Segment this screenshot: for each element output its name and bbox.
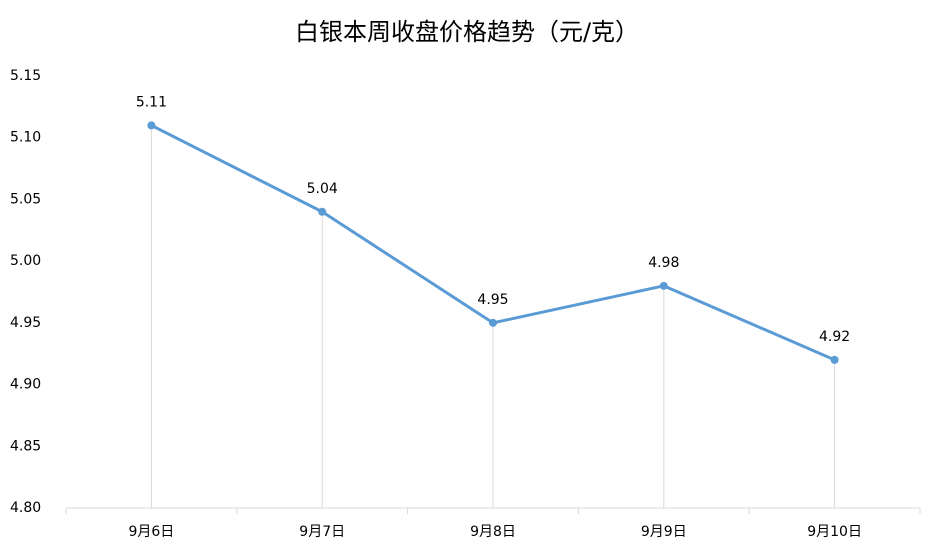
y-tick-label: 4.85 bbox=[10, 438, 41, 454]
chart-title: 白银本周收盘价格趋势（元/克） bbox=[295, 18, 639, 46]
x-tick-label: 9月7日 bbox=[299, 524, 345, 540]
y-tick-label: 5.05 bbox=[10, 191, 41, 207]
data-label: 4.92 bbox=[819, 329, 850, 345]
y-tick-label: 4.90 bbox=[10, 377, 41, 393]
data-label: 4.98 bbox=[648, 255, 679, 271]
x-tick-label: 9月9日 bbox=[641, 524, 687, 540]
data-point bbox=[489, 318, 497, 327]
y-tick-label: 5.00 bbox=[10, 253, 41, 269]
y-tick-label: 4.95 bbox=[10, 315, 41, 331]
data-point bbox=[830, 355, 839, 364]
x-tick-label: 9月10日 bbox=[807, 524, 862, 540]
data-point bbox=[318, 207, 327, 216]
y-tick-label: 4.80 bbox=[10, 500, 41, 516]
y-tick-label: 5.10 bbox=[10, 130, 41, 146]
data-label: 4.95 bbox=[477, 292, 508, 308]
x-tick-label: 9月8日 bbox=[470, 524, 516, 540]
x-tick-label: 9月6日 bbox=[128, 524, 174, 540]
y-tick-label: 5.15 bbox=[10, 68, 41, 84]
data-label: 5.11 bbox=[136, 94, 167, 110]
data-point bbox=[147, 121, 156, 130]
data-label: 5.04 bbox=[307, 181, 338, 197]
data-point bbox=[659, 281, 668, 290]
